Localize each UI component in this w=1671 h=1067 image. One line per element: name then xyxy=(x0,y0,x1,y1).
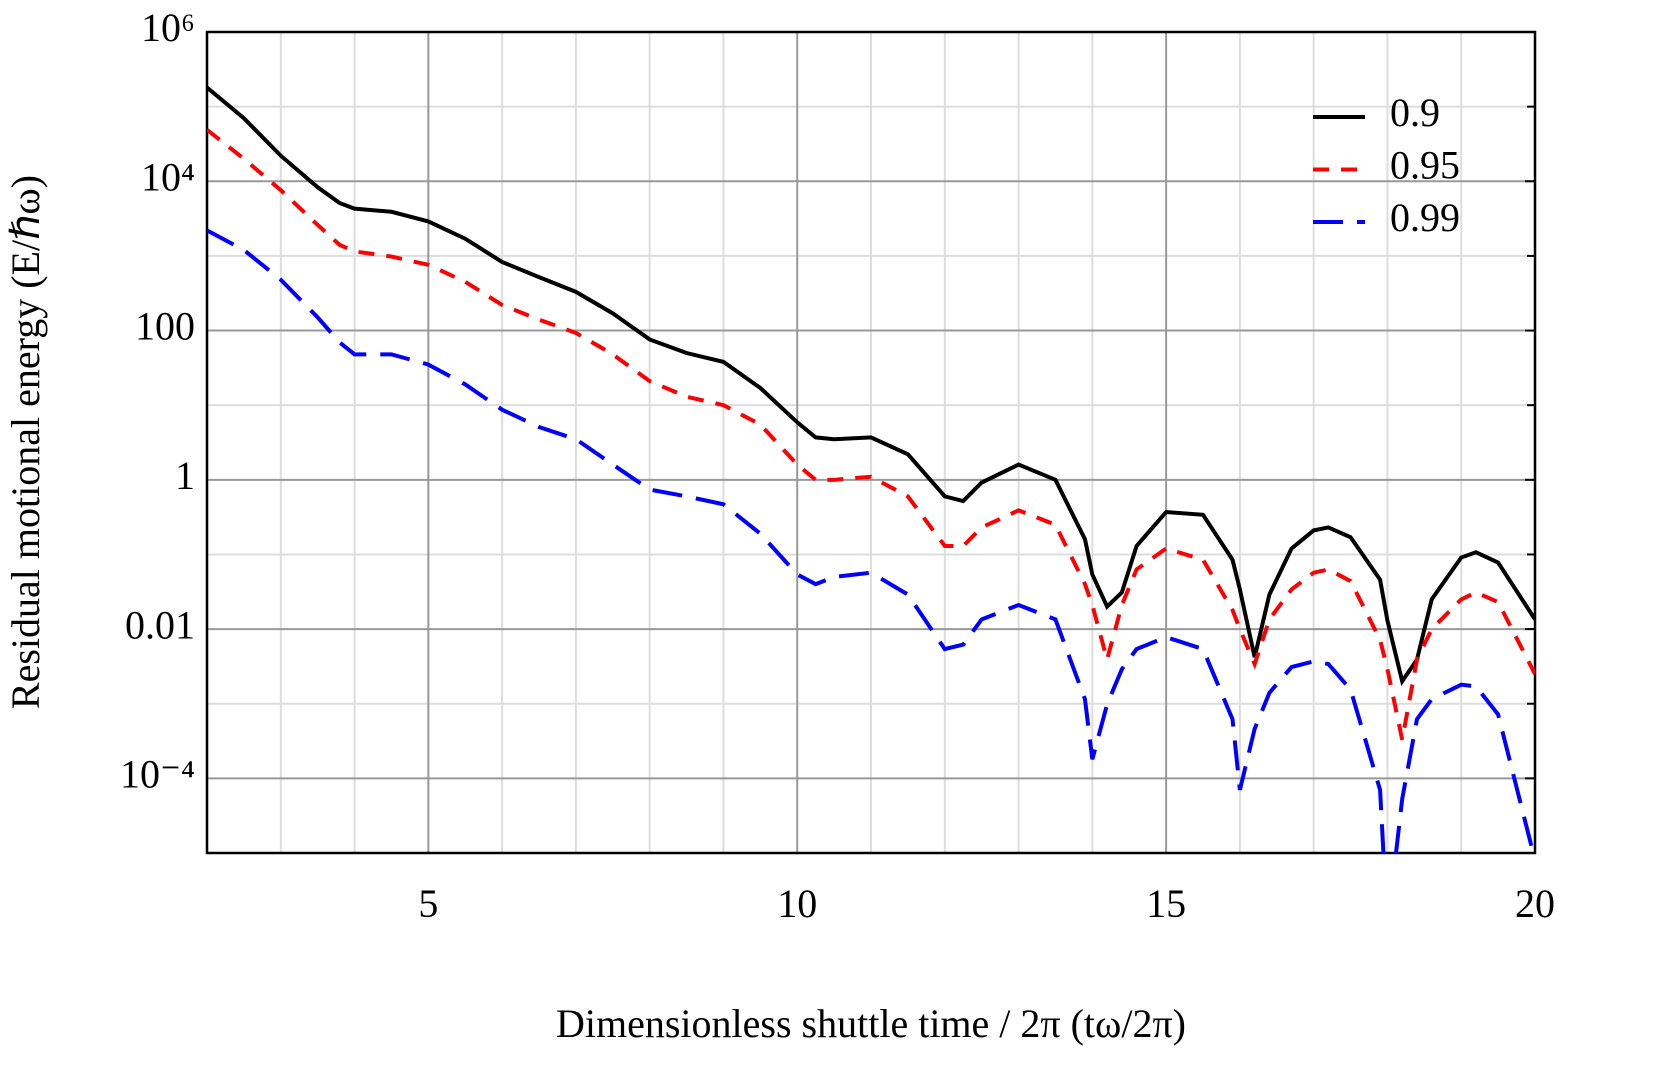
x-axis-label: Dimensionless shuttle time / 2π (tω/2π) xyxy=(556,1001,1186,1046)
legend-label: 0.9 xyxy=(1390,90,1440,135)
y-tick-label: 0.01 xyxy=(125,602,195,647)
y-tick-label: 1 xyxy=(175,453,195,498)
data-line xyxy=(207,128,1535,741)
data-line xyxy=(207,86,1535,687)
x-tick-label: 5 xyxy=(418,881,438,926)
legend-label: 0.99 xyxy=(1390,195,1460,240)
plot-area xyxy=(207,86,1535,853)
y-tick-label: 10⁴ xyxy=(141,154,195,199)
y-tick-label: 10⁶ xyxy=(141,5,195,50)
y-tick-label: 100 xyxy=(135,304,195,349)
x-tick-label: 10 xyxy=(777,881,817,926)
x-tick-label: 15 xyxy=(1146,881,1186,926)
plot-frame xyxy=(205,30,1537,855)
x-tick-label: 20 xyxy=(1515,881,1555,926)
y-axis-label: Residual motional energy (E/ℏω) xyxy=(3,175,48,709)
legend-label: 0.95 xyxy=(1390,143,1460,188)
data-line xyxy=(207,228,1535,853)
y-tick-label: 10⁻⁴ xyxy=(120,752,195,797)
